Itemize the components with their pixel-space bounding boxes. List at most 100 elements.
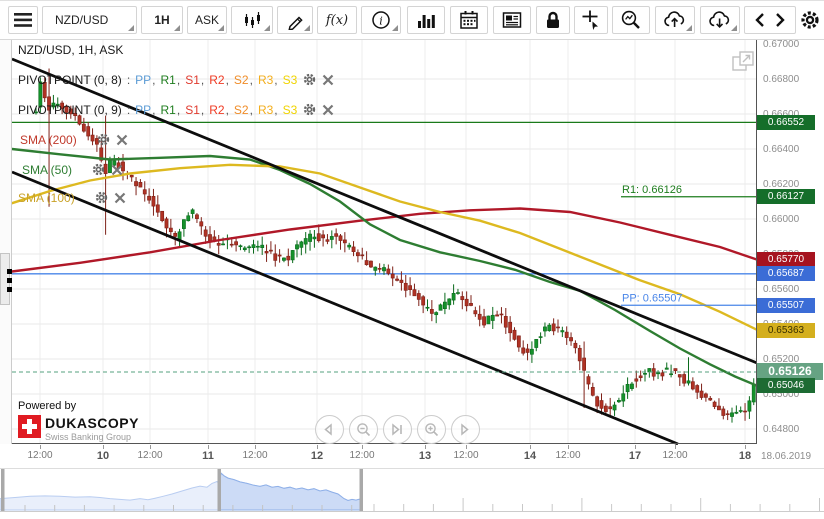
pivot-level-label: S1	[185, 102, 200, 117]
chart-nav-step-forward[interactable]	[451, 415, 480, 444]
crosshair-button[interactable]	[574, 6, 608, 34]
indicators-button[interactable]: f(x)	[317, 6, 357, 34]
navigator-start-handle[interactable]	[217, 469, 222, 511]
chart-nav-step-back[interactable]	[315, 415, 344, 444]
chevron-down-icon	[731, 25, 737, 31]
zoom-out-icon	[357, 423, 371, 437]
indicator-remove-button[interactable]	[322, 104, 334, 116]
line-drag-handle[interactable]	[7, 287, 12, 292]
dukascopy-logo-icon	[18, 415, 41, 438]
time-axis[interactable]: 12:00 10 12:00 11 12:00 12 12:00 13 12:00 14 12:00…	[0, 445, 757, 467]
time-tick-mark	[208, 445, 209, 449]
legend-pivotpoint-1: PIVOTPOINT (0, 8) : PP, R1, S1, R2, S2, …	[18, 72, 334, 87]
legend-pivotpoint-2: PIVOTPOINT (0, 9) : PP, R1, S1, R2, S2, …	[18, 102, 334, 117]
indicator-settings-button[interactable]	[302, 72, 317, 87]
indicator-remove-button[interactable]	[322, 74, 334, 86]
load-cloud-button[interactable]	[700, 6, 740, 34]
detach-chart-button[interactable]	[729, 47, 759, 77]
indicator-settings-button[interactable]	[302, 102, 317, 117]
price-tick-label: 0.65000	[763, 388, 800, 400]
chart-nav-zoom-in[interactable]	[417, 415, 446, 444]
chevron-down-icon	[392, 25, 398, 31]
chart-type-button[interactable]	[231, 6, 273, 34]
forward-button[interactable]	[774, 11, 786, 29]
period-select[interactable]: 1H	[141, 6, 183, 34]
time-tick-label: 12:00	[453, 450, 479, 461]
time-tick-mark	[40, 445, 41, 449]
pivot-line-label: R1: 0.66126	[622, 184, 682, 196]
pivot-line-label: PP: 0.65507	[622, 292, 683, 304]
time-tick-mark	[568, 445, 569, 449]
powered-by-block: Powered by DUKASCOPY Swiss Banking Group	[18, 400, 139, 442]
zoom-in-icon	[425, 423, 439, 437]
info-button[interactable]: i	[361, 6, 401, 34]
time-tick-label: 13	[418, 450, 432, 462]
indicator-name: PIVOTPOINT (0, 8)	[18, 72, 122, 87]
indicator-name: SMA (100)	[18, 190, 75, 205]
chart-nav-skip-to-end[interactable]	[383, 415, 412, 444]
sma-line	[10, 147, 757, 387]
symbol-label: NZD/USD	[55, 13, 109, 27]
chart-nav-zoom-out[interactable]	[349, 415, 378, 444]
chevron-down-icon	[686, 25, 692, 31]
step-forward-icon	[461, 423, 469, 436]
price-tick-label: 0.65200	[763, 353, 800, 365]
pivot-level-label: R3	[257, 102, 274, 117]
hamburger-icon	[14, 13, 32, 27]
time-tick-mark	[466, 445, 467, 449]
indicator-settings-button[interactable]	[91, 162, 106, 177]
price-tick-label: 0.66000	[763, 213, 800, 225]
chevron-down-icon	[304, 25, 310, 31]
indicator-settings-button[interactable]	[96, 132, 111, 147]
close-icon	[114, 192, 125, 203]
symbol-select[interactable]: NZD/USD	[42, 6, 137, 34]
indicator-remove-button[interactable]	[111, 164, 123, 176]
chart-canvas[interactable]: R1: 0.66126 PP: 0.65507	[0, 39, 757, 445]
time-tick-label: 18	[738, 450, 752, 462]
brand-name: DUKASCOPY	[45, 415, 139, 431]
settings-button[interactable]	[798, 6, 822, 34]
side-select[interactable]: ASK	[187, 6, 227, 34]
trend-line[interactable]	[11, 57, 757, 365]
volume-button[interactable]	[407, 6, 445, 34]
navigator-end-handle[interactable]	[359, 469, 364, 511]
time-tick-mark	[150, 445, 151, 449]
line-drag-handle[interactable]	[7, 278, 12, 283]
pivot-level-label: R3	[257, 72, 274, 87]
indicator-settings-button[interactable]	[94, 190, 109, 205]
candles-layer	[34, 68, 756, 423]
gear-icon	[92, 163, 105, 176]
close-icon	[323, 74, 334, 85]
zoom-tool-button[interactable]	[612, 6, 650, 34]
price-tick-label: 0.65600	[763, 283, 800, 295]
news-button[interactable]	[493, 6, 531, 34]
indicator-remove-button[interactable]	[114, 192, 126, 204]
draw-tools-button[interactable]	[277, 6, 313, 34]
fx-icon: f(x)	[325, 12, 349, 28]
trend-line[interactable]	[11, 170, 679, 445]
period-label: 1H	[154, 13, 170, 27]
price-axis[interactable]: 18.06.2019 0.67000 0.66800 0.66600 0.66400 0…	[757, 39, 824, 519]
navigator-left-edge-handle[interactable]	[1, 469, 5, 511]
indicator-remove-button[interactable]	[116, 134, 128, 146]
time-tick-label: 12	[310, 450, 324, 462]
save-cloud-button[interactable]	[655, 6, 695, 34]
back-button[interactable]	[754, 11, 766, 29]
legend-sma-50: SMA (50)	[22, 162, 123, 177]
line-drag-handle[interactable]	[7, 269, 12, 274]
gear-icon	[801, 11, 819, 29]
pivot-level-label: R2	[209, 72, 225, 87]
calendar-button[interactable]	[450, 6, 488, 34]
price-badge: 0.66127	[757, 189, 815, 205]
price-badge: 0.65126	[757, 362, 823, 380]
price-chart[interactable]: R1: 0.66126 PP: 0.65507	[0, 39, 757, 445]
history-navigator[interactable]	[0, 468, 824, 512]
popup-window-icon	[732, 51, 754, 71]
price-tick-label: 0.66400	[763, 143, 800, 155]
left-scroll-strip[interactable]	[0, 39, 12, 444]
lock-button[interactable]	[536, 6, 570, 34]
time-tick-label: 10	[96, 450, 110, 462]
chevron-down-icon	[264, 25, 270, 31]
menu-button[interactable]	[8, 6, 38, 34]
powered-by-text: Powered by	[18, 400, 77, 412]
